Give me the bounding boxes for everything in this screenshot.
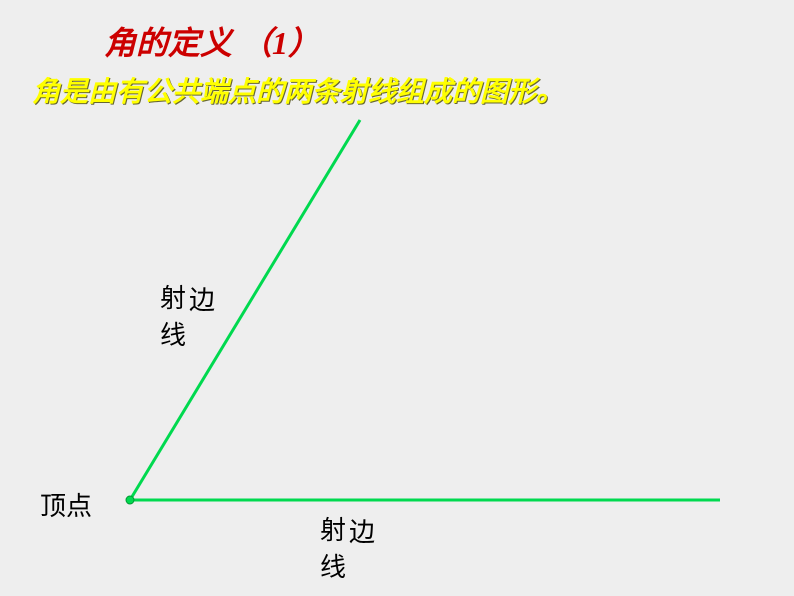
ray1-label-overlay: 边 — [189, 280, 215, 317]
angle-diagram — [0, 0, 794, 596]
ray2-label: 射线 — [320, 510, 346, 584]
ray1-label: 射线 — [160, 278, 186, 352]
ray2-label-overlay: 边 — [349, 512, 375, 549]
vertex-label: 顶点 — [40, 486, 92, 523]
vertex-dot — [126, 496, 134, 504]
